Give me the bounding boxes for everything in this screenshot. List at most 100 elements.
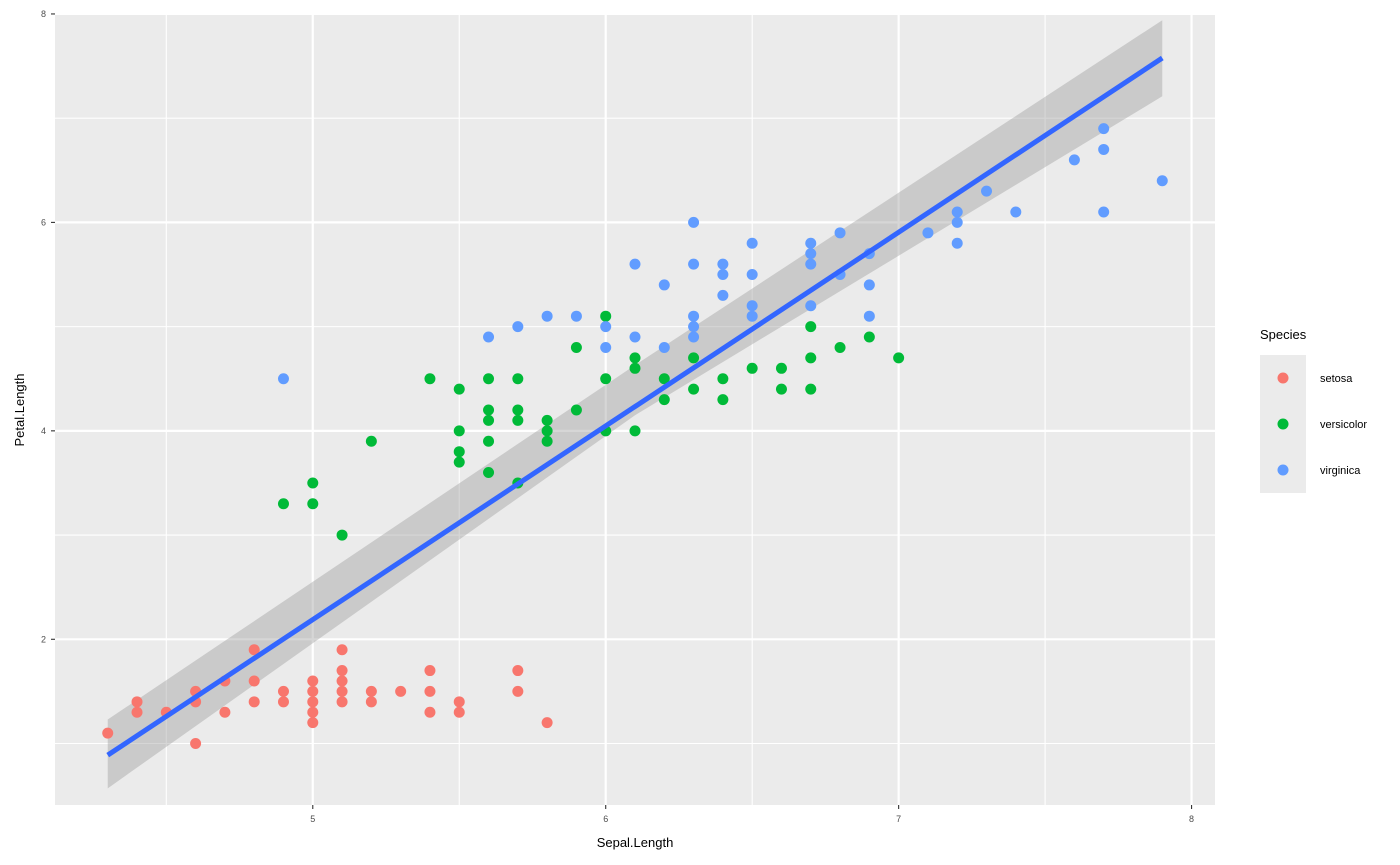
point-virginica	[951, 237, 963, 249]
x-tick-label: 5	[310, 814, 315, 824]
legend: Species setosa versicolor virginica	[1260, 327, 1367, 493]
point-versicolor	[658, 394, 670, 406]
point-setosa	[424, 665, 436, 677]
point-versicolor	[512, 404, 524, 416]
point-versicolor	[834, 341, 846, 353]
point-virginica	[688, 331, 700, 343]
point-setosa	[512, 685, 524, 697]
point-virginica	[658, 341, 670, 353]
point-versicolor	[483, 404, 495, 416]
point-versicolor	[483, 414, 495, 426]
point-versicolor	[629, 425, 641, 437]
point-setosa	[365, 696, 377, 708]
point-virginica	[805, 237, 817, 249]
legend-dot-versicolor	[1277, 418, 1289, 430]
point-setosa	[102, 727, 114, 739]
point-virginica	[1156, 175, 1168, 187]
point-setosa	[336, 696, 348, 708]
x-tick-label: 7	[896, 814, 901, 824]
point-versicolor	[541, 425, 553, 437]
point-versicolor	[805, 383, 817, 395]
point-setosa	[453, 696, 465, 708]
point-virginica	[629, 258, 641, 270]
point-setosa	[307, 696, 319, 708]
point-versicolor	[717, 373, 729, 385]
legend-label-virginica: virginica	[1320, 465, 1361, 477]
point-versicolor	[600, 310, 612, 322]
point-versicolor	[688, 352, 700, 364]
point-versicolor	[483, 467, 495, 479]
point-versicolor	[307, 498, 319, 510]
legend-dot-setosa	[1277, 372, 1289, 384]
y-tick-label: 4	[41, 426, 46, 436]
point-virginica	[922, 227, 934, 239]
point-setosa	[190, 738, 202, 750]
point-versicolor	[805, 352, 817, 364]
y-tick-label: 6	[41, 217, 46, 227]
point-versicolor	[424, 373, 436, 385]
point-versicolor	[307, 477, 319, 489]
point-virginica	[570, 310, 582, 322]
point-setosa	[395, 685, 407, 697]
point-virginica	[688, 258, 700, 270]
point-virginica	[688, 216, 700, 228]
point-virginica	[717, 269, 729, 281]
point-setosa	[307, 675, 319, 687]
plot-panel	[55, 15, 1215, 805]
point-versicolor	[541, 414, 553, 426]
point-setosa	[277, 685, 289, 697]
point-setosa	[424, 685, 436, 697]
point-setosa	[219, 706, 231, 718]
point-versicolor	[512, 373, 524, 385]
point-setosa	[248, 696, 260, 708]
point-virginica	[834, 227, 846, 239]
point-versicolor	[600, 373, 612, 385]
point-versicolor	[688, 383, 700, 395]
point-setosa	[307, 685, 319, 697]
x-axis-title: Sepal.Length	[597, 835, 674, 850]
point-versicolor	[629, 352, 641, 364]
point-versicolor	[629, 362, 641, 374]
point-virginica	[981, 185, 993, 197]
point-virginica	[600, 341, 612, 353]
x-tick-label: 6	[603, 814, 608, 824]
point-virginica	[512, 321, 524, 333]
point-versicolor	[453, 456, 465, 468]
point-versicolor	[746, 362, 758, 374]
point-virginica	[1098, 123, 1110, 135]
point-virginica	[1010, 206, 1022, 218]
point-setosa	[336, 644, 348, 656]
point-versicolor	[336, 529, 348, 541]
point-virginica	[600, 321, 612, 333]
point-versicolor	[805, 321, 817, 333]
point-versicolor	[775, 383, 787, 395]
point-virginica	[688, 310, 700, 322]
point-setosa	[307, 717, 319, 729]
point-versicolor	[483, 435, 495, 447]
point-virginica	[805, 248, 817, 260]
point-setosa	[248, 644, 260, 656]
point-virginica	[717, 258, 729, 270]
point-virginica	[717, 289, 729, 301]
y-tick-label: 2	[41, 634, 46, 644]
legend-label-versicolor: versicolor	[1320, 419, 1367, 431]
point-virginica	[1098, 206, 1110, 218]
point-setosa	[453, 706, 465, 718]
point-setosa	[131, 706, 143, 718]
points-layer	[102, 123, 1168, 750]
point-virginica	[629, 331, 641, 343]
point-virginica	[541, 310, 553, 322]
point-setosa	[336, 665, 348, 677]
point-versicolor	[541, 435, 553, 447]
point-versicolor	[570, 341, 582, 353]
point-virginica	[746, 237, 758, 249]
point-setosa	[541, 717, 553, 729]
point-virginica	[658, 279, 670, 291]
axis-layer: 5 6 7 8 2 4 6 8	[41, 9, 1194, 824]
y-axis-title: Petal.Length	[12, 373, 27, 446]
point-versicolor	[658, 373, 670, 385]
point-versicolor	[453, 425, 465, 437]
point-virginica	[746, 300, 758, 312]
point-versicolor	[365, 435, 377, 447]
point-versicolor	[277, 498, 289, 510]
